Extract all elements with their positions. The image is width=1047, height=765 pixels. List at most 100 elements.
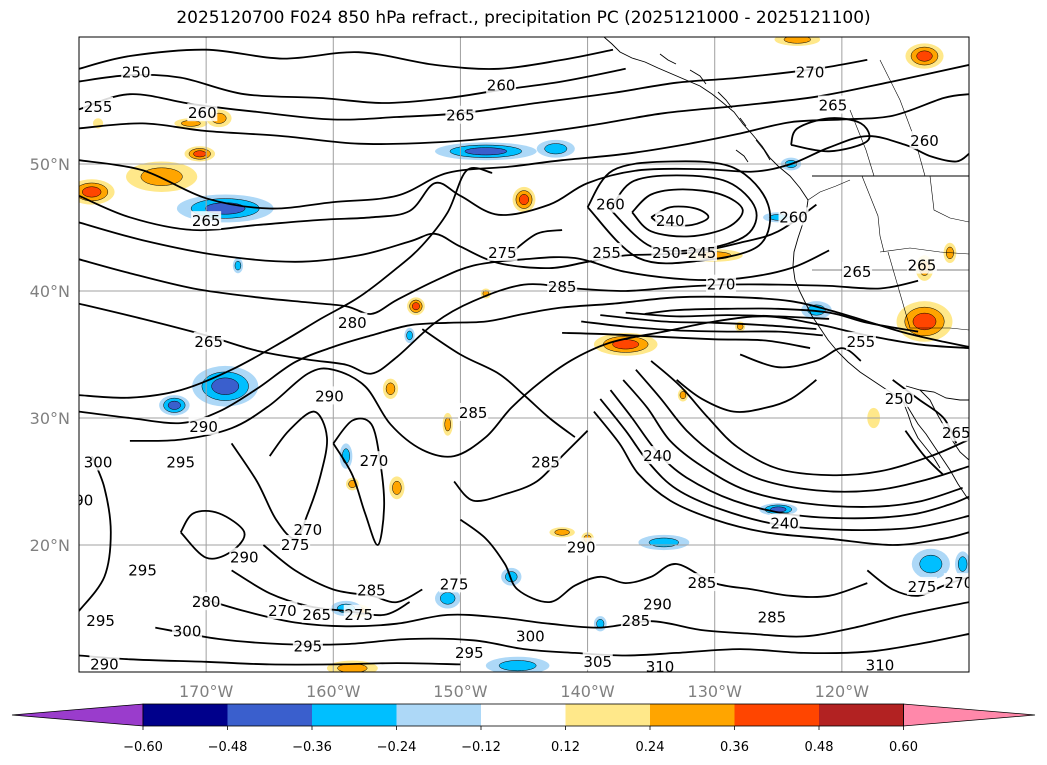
contour-label-bg xyxy=(595,194,626,213)
contour-line xyxy=(581,320,823,337)
contour-line xyxy=(453,430,589,502)
contour-label-bg xyxy=(445,105,476,124)
precip-patch xyxy=(896,301,953,342)
contour-label: 295 xyxy=(128,561,157,579)
contour-label-bg xyxy=(909,131,940,150)
contour-label-bg xyxy=(188,416,219,435)
colorbar-tick-label: −0.24 xyxy=(377,740,417,755)
lon-tick-label: 160°W xyxy=(306,682,361,701)
lat-tick-label: 20°N xyxy=(30,536,70,555)
precip-level xyxy=(440,592,456,605)
contour-label-bg xyxy=(187,103,218,122)
contour-label-bg xyxy=(642,594,673,613)
contour-line xyxy=(622,379,963,508)
contour-label: 295 xyxy=(166,453,195,471)
contour-line xyxy=(644,307,919,333)
contour-label-bg xyxy=(530,452,561,471)
contour-label-bg xyxy=(591,242,622,261)
contour-label-bg xyxy=(487,242,518,261)
contour-label-bg xyxy=(778,207,809,226)
contour-label: 275 xyxy=(908,578,937,596)
precip-level xyxy=(392,480,402,495)
coastline-alaska xyxy=(603,37,809,201)
contour-label: 290 xyxy=(643,596,672,614)
contour-line xyxy=(421,328,576,438)
contour-label-bg xyxy=(756,607,787,626)
lon-tick-label: 140°W xyxy=(560,682,615,701)
contour-label-bg xyxy=(941,423,969,442)
refractivity-contours xyxy=(79,48,969,666)
contour-label: 285 xyxy=(459,404,488,422)
graticule xyxy=(79,37,969,672)
contour-label-bg xyxy=(515,626,546,645)
contour-line xyxy=(179,510,246,560)
contour-label-bg xyxy=(356,580,387,599)
contour-line xyxy=(625,311,830,320)
contour-line xyxy=(79,249,830,315)
contour-label: 270 xyxy=(707,276,736,294)
contour-label: 240 xyxy=(643,447,672,465)
precip-level xyxy=(544,143,568,155)
precip-patch xyxy=(955,551,969,577)
contour-label-bg xyxy=(85,611,116,630)
contour-label-bg xyxy=(566,537,597,556)
colorbar-tick-label: 0.24 xyxy=(636,740,665,755)
colorbar-tick-label: −0.48 xyxy=(208,740,248,755)
contour-label-bg xyxy=(191,211,222,230)
colorbar-tick-label: −0.60 xyxy=(123,740,163,755)
precip-patch xyxy=(442,412,453,436)
state-borders xyxy=(812,175,969,331)
contour-label: 245 xyxy=(688,244,717,262)
contour-label-bg xyxy=(620,611,651,630)
lon-tick-label: 150°W xyxy=(433,682,488,701)
contour-label-bg xyxy=(651,242,682,261)
colorbar: −0.60 −0.48 −0.36 −0.24 −0.12 0.12 0.24 0.36 0.4… xyxy=(11,703,1036,755)
colorbar-bin xyxy=(396,704,481,726)
contour-line xyxy=(586,160,771,265)
contour-label: 300 xyxy=(173,622,202,640)
precip-patch xyxy=(382,378,399,399)
contour-label: 270 xyxy=(360,452,389,470)
contour-line xyxy=(79,455,112,612)
precip-patch xyxy=(159,395,190,416)
contour-label-bg xyxy=(865,655,895,672)
contour-line xyxy=(79,279,919,375)
precip-level xyxy=(412,302,420,311)
precip-level xyxy=(648,537,679,548)
contour-line xyxy=(739,347,862,369)
contour-label: 295 xyxy=(86,612,115,630)
precip-level xyxy=(342,448,350,464)
colorbar-bin xyxy=(734,704,819,726)
precip-patch xyxy=(232,257,244,274)
contour-label-bg xyxy=(280,535,311,553)
precip-patch xyxy=(512,186,536,213)
contour-label-bg xyxy=(884,388,915,407)
contour-label-bg xyxy=(645,656,676,672)
contour-label: 255 xyxy=(847,333,876,351)
contour-label-bg xyxy=(172,621,203,640)
contour-label-bg xyxy=(706,274,737,293)
contour-line xyxy=(262,544,423,604)
colorbar-bin xyxy=(565,704,650,726)
contour-label: 290 xyxy=(189,418,218,436)
precip-patch xyxy=(536,139,575,158)
contour-line xyxy=(631,188,744,238)
contour-label-bg xyxy=(191,592,222,611)
precip-patch xyxy=(485,656,550,672)
contour-line xyxy=(129,315,969,458)
lon-tick-label: 120°W xyxy=(815,682,870,701)
precip-patch xyxy=(389,476,405,500)
contour-line xyxy=(593,411,969,546)
contour-label: 275 xyxy=(488,244,517,262)
precip-level xyxy=(140,167,183,186)
colorbar-over-extend xyxy=(903,703,1036,727)
contour-label: 270 xyxy=(268,602,297,620)
contour-label: 260 xyxy=(779,208,808,226)
contour-label: 290 xyxy=(315,387,344,405)
contour-label: 240 xyxy=(770,514,799,532)
precip-level xyxy=(912,312,937,331)
colorbar-bin xyxy=(227,704,312,726)
precip-level xyxy=(679,391,687,400)
contour-line xyxy=(79,135,969,232)
lat-tick-label: 50°N xyxy=(30,155,70,174)
